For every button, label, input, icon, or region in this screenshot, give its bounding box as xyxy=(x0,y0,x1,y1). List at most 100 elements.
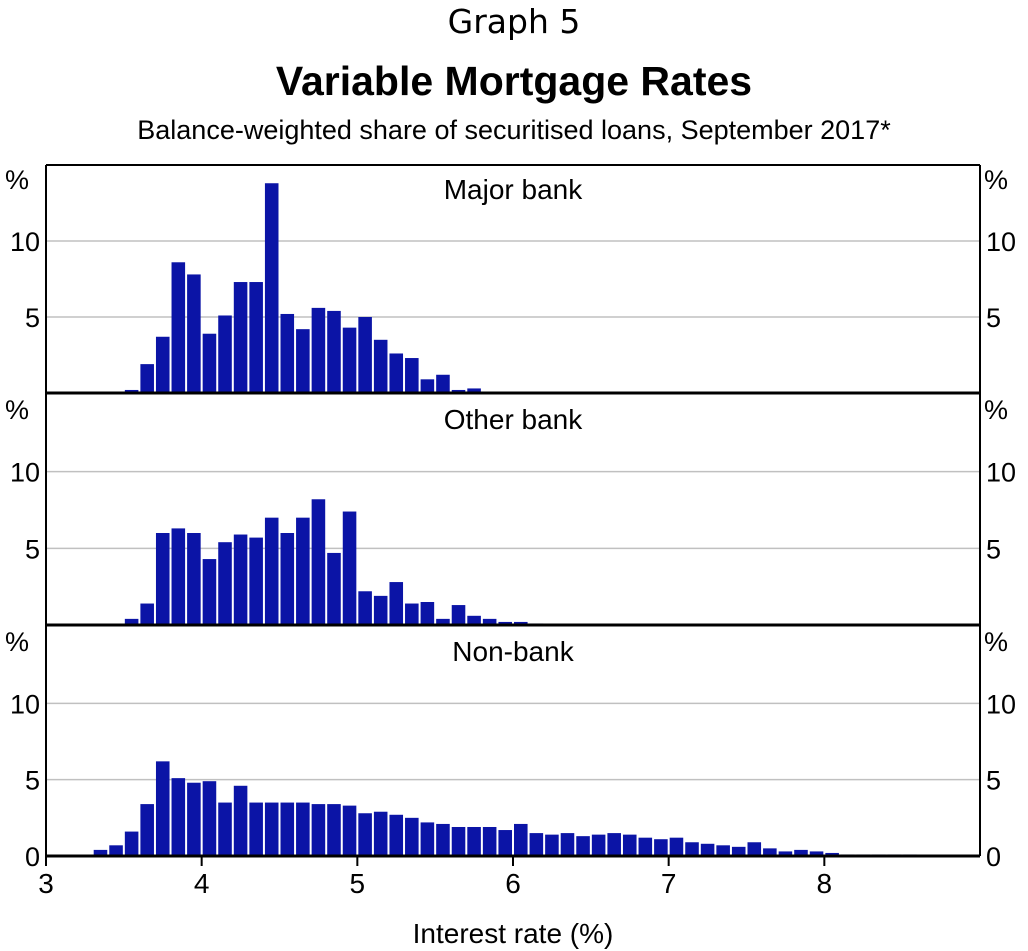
other-bank-bar xyxy=(420,602,435,625)
other-bank-bar xyxy=(187,533,201,625)
non-bank-bar xyxy=(747,842,762,856)
non-bank-bar xyxy=(576,836,590,856)
other-bank-bar xyxy=(233,534,248,625)
chart-subtitle: Balance-weighted share of securitised lo… xyxy=(137,115,891,145)
non-bank-bar xyxy=(591,834,606,856)
non-bank-bar xyxy=(778,851,793,856)
x-tick-label: 5 xyxy=(350,868,366,899)
other-bank-bar xyxy=(373,595,388,625)
non-bank-bar xyxy=(155,761,170,856)
non-bank-bar xyxy=(233,785,248,856)
other-bank-bar xyxy=(358,591,372,625)
graph-label: Graph 5 xyxy=(447,2,581,41)
other-bank-bar xyxy=(218,542,232,625)
non-bank-bar xyxy=(685,842,699,856)
other-bank-bar xyxy=(467,615,481,625)
non-bank-bar xyxy=(311,804,326,856)
non-bank-unit-label-left: % xyxy=(5,627,29,657)
panel-title-other-bank: Other bank xyxy=(444,404,584,435)
other-bank-bar xyxy=(482,618,497,625)
other-bank-bar xyxy=(451,605,466,625)
other-bank-bar xyxy=(264,517,279,625)
non-bank-bar xyxy=(482,826,497,856)
non-bank-unit-label-right: % xyxy=(984,627,1008,657)
non-bank-bar xyxy=(93,849,108,856)
major-bank-bar xyxy=(124,389,139,393)
major-bank-bar xyxy=(264,183,279,393)
major-bank-bar xyxy=(311,307,326,393)
other-bank-bar xyxy=(202,559,217,625)
non-bank-bar xyxy=(622,834,637,856)
x-tick-label: 8 xyxy=(817,868,833,899)
non-bank-y-tick-right: 5 xyxy=(986,766,1001,796)
non-bank-bar xyxy=(669,837,684,856)
major-bank-unit-label-left: % xyxy=(5,165,29,195)
other-bank-y-tick-left: 10 xyxy=(10,458,40,488)
major-bank-bar xyxy=(451,389,466,393)
non-bank-bar xyxy=(405,817,419,856)
non-bank-bar xyxy=(700,843,715,856)
panel-title-non-bank: Non-bank xyxy=(452,636,574,667)
non-bank-bar xyxy=(498,830,512,856)
major-bank-bar xyxy=(467,388,481,393)
other-bank-unit-label-left: % xyxy=(5,395,29,425)
other-bank-bar xyxy=(155,533,170,625)
other-bank-bar xyxy=(311,499,326,625)
other-bank-bar xyxy=(389,582,404,625)
non-bank-bar xyxy=(358,813,372,856)
other-bank-bar xyxy=(327,552,341,625)
other-bank-bar xyxy=(124,618,139,625)
other-bank-bar xyxy=(249,537,263,625)
non-bank-bar xyxy=(389,814,404,856)
major-bank-bar xyxy=(187,274,201,393)
non-bank-bar xyxy=(654,839,668,856)
x-tick-label: 4 xyxy=(194,868,210,899)
non-bank-bar xyxy=(607,833,621,856)
major-bank-unit-label-right: % xyxy=(984,165,1008,195)
other-bank-bar xyxy=(405,603,419,625)
major-bank-bar xyxy=(373,339,388,393)
major-bank-bar xyxy=(140,364,154,393)
other-bank-bar xyxy=(280,533,295,625)
major-bank-bar xyxy=(171,262,186,393)
major-bank-bar xyxy=(155,336,170,393)
major-bank-bar xyxy=(389,353,404,393)
other-bank-bar xyxy=(436,618,450,625)
non-bank-bar xyxy=(296,802,310,856)
non-bank-bar xyxy=(638,837,653,856)
major-bank-bar xyxy=(358,317,372,393)
non-bank-bar xyxy=(451,826,466,856)
other-bank-y-tick-left: 5 xyxy=(25,534,40,564)
non-bank-bar xyxy=(560,833,575,856)
major-bank-bar xyxy=(202,333,217,393)
major-bank-bar xyxy=(420,379,435,393)
panel-title-major-bank: Major bank xyxy=(444,174,584,205)
non-bank-bar xyxy=(140,804,154,856)
non-bank-bar xyxy=(249,802,263,856)
x-tick-label: 3 xyxy=(38,868,54,899)
non-bank-bar xyxy=(716,845,730,856)
non-bank-bar xyxy=(794,849,808,856)
other-bank-bar xyxy=(498,621,512,625)
major-bank-bar xyxy=(280,313,295,393)
major-bank-y-tick-right: 10 xyxy=(986,227,1016,257)
non-bank-bar xyxy=(373,811,388,856)
major-bank-bar xyxy=(342,327,357,393)
non-bank-bar xyxy=(342,805,357,856)
non-bank-bar xyxy=(467,826,481,856)
major-bank-bar xyxy=(436,374,450,393)
non-bank-y-tick-right: 10 xyxy=(986,689,1016,719)
non-bank-bar xyxy=(280,802,295,856)
non-bank-bar xyxy=(124,831,139,856)
other-bank-bar xyxy=(296,517,310,625)
non-bank-bar xyxy=(109,845,123,856)
non-bank-bar xyxy=(763,848,777,856)
non-bank-y-tick-left: 5 xyxy=(25,766,40,796)
other-bank-unit-label-right: % xyxy=(984,395,1008,425)
non-bank-bar xyxy=(327,804,341,856)
other-bank-bar xyxy=(171,528,186,625)
non-bank-bar xyxy=(218,802,232,856)
non-bank-bar xyxy=(264,802,279,856)
non-bank-y-tick-left: 10 xyxy=(10,689,40,719)
